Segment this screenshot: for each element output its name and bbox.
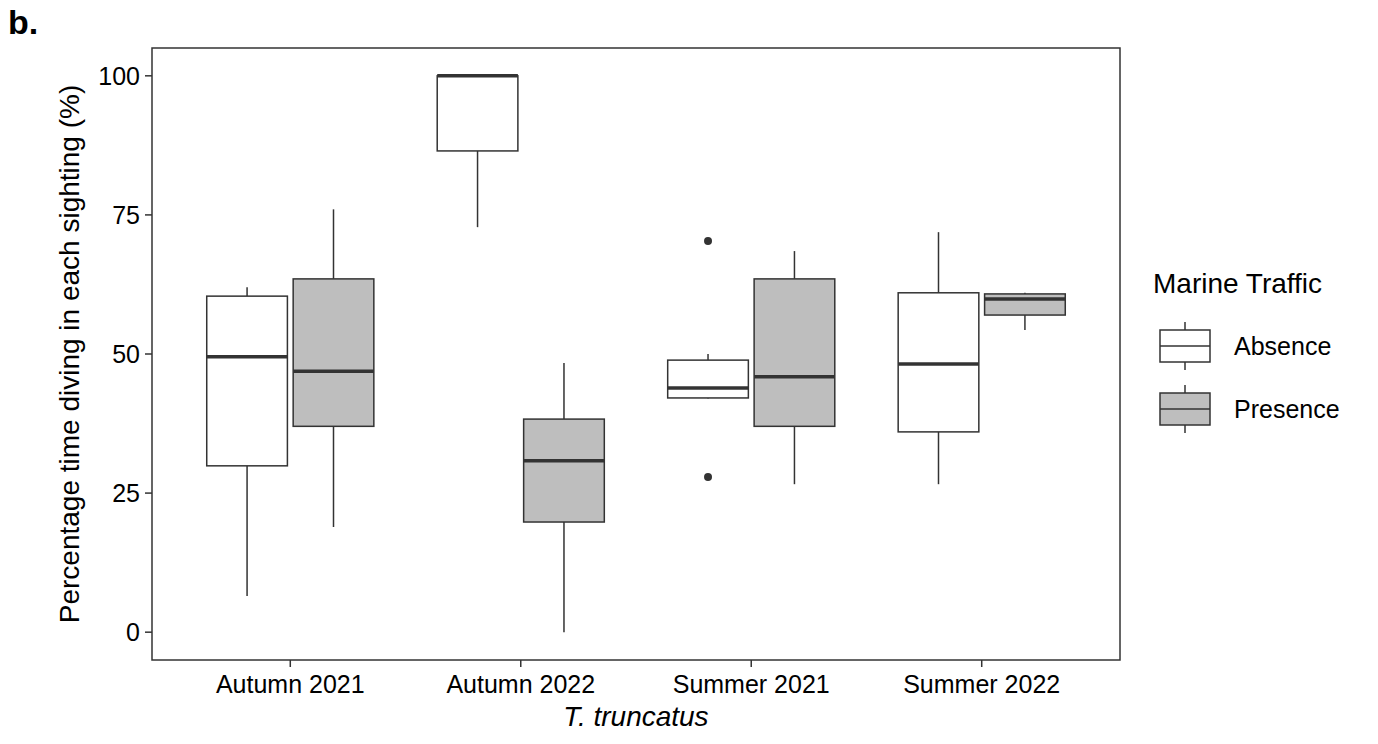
box [898,293,979,432]
y-tick-label: 25 [112,479,140,507]
y-axis-title: Percentage time diving in each sighting … [54,85,85,624]
median [754,375,835,379]
box [293,279,374,426]
x-tick [290,660,292,667]
median [898,362,979,366]
chart: b. 0 25 50 75 100 Autumn 2021 Autumn 2022 Summer… [0,0,1378,744]
legend-label: Presence [1234,395,1340,423]
upper-whisker [563,363,565,419]
legend-title: Marine Traffic [1153,268,1322,299]
legend-key [1160,330,1210,362]
x-tick-label: Summer 2021 [673,670,830,698]
upper-whisker [707,354,709,360]
y-tick-label: 0 [126,618,140,646]
upper-whisker [794,251,796,279]
x-tick-label: Autumn 2022 [446,670,595,698]
y-tick [145,353,152,355]
panel-label: b. [8,3,38,41]
median [524,459,605,463]
box [524,419,605,522]
background [0,0,1378,744]
upper-whisker [246,287,248,296]
y-tick [145,214,152,216]
median [668,386,749,390]
median [207,355,288,359]
legend-label: Absence [1234,332,1331,360]
box [754,279,835,426]
x-axis-title: T. truncatus [563,701,708,732]
outlier [704,237,712,245]
x-tick-label: Autumn 2021 [216,670,365,698]
median [437,74,518,78]
outlier [704,473,712,481]
y-tick [145,75,152,77]
lower-whisker [1024,315,1026,330]
median [985,297,1066,301]
y-tick-label: 50 [112,340,140,368]
box [668,360,749,398]
plot-area [207,76,1066,632]
legend-key-median [1160,408,1210,410]
x-tick-label: Summer 2022 [903,670,1060,698]
plot-frame [152,48,1120,660]
box [985,294,1066,315]
lower-whisker [477,151,479,227]
x-tick [750,660,752,667]
lower-whisker [333,426,335,527]
box [207,296,288,466]
x-tick [520,660,522,667]
legend-key-median [1160,345,1210,347]
lower-whisker [794,426,796,484]
box [437,76,518,151]
y-tick [145,631,152,633]
legend-key [1160,393,1210,425]
median [293,369,374,373]
y-tick-label: 100 [98,62,140,90]
upper-whisker [938,232,940,293]
y-tick-label: 75 [112,201,140,229]
lower-whisker [938,432,940,484]
x-tick [981,660,983,667]
y-tick [145,492,152,494]
lower-whisker [563,522,565,632]
lower-whisker [246,466,248,596]
upper-whisker [333,209,335,279]
